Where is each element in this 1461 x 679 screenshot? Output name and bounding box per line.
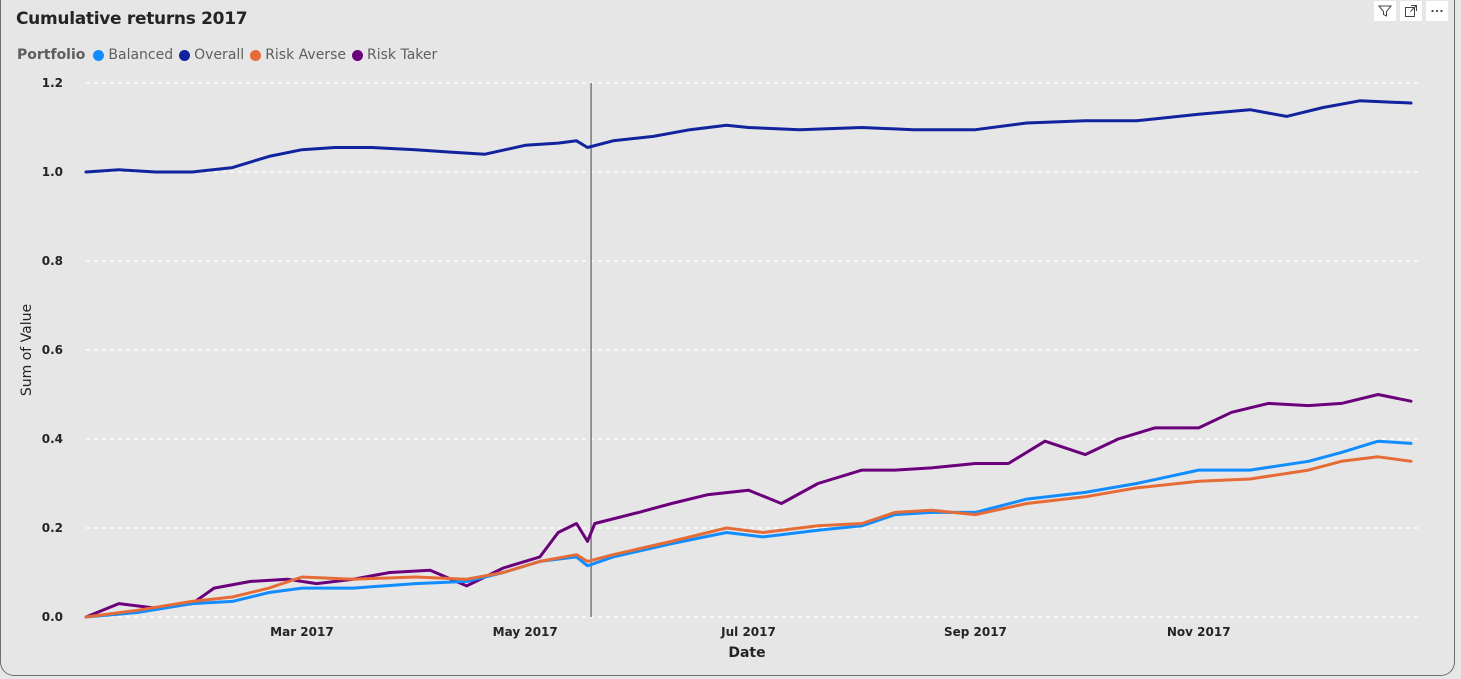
y-tick-label: 0.4 — [42, 432, 63, 446]
chart-title: Cumulative returns 2017 — [16, 9, 248, 29]
more-options-icon[interactable] — [1426, 1, 1448, 21]
series-lines[interactable] — [84, 99, 1413, 619]
y-tick-label: 0.0 — [42, 610, 63, 624]
series-line-balanced[interactable] — [84, 439, 1413, 619]
series-line-risk-taker[interactable] — [84, 393, 1413, 619]
legend-dot-overall — [179, 49, 191, 61]
y-tick-label: 0.2 — [42, 521, 63, 535]
legend-label-risk-averse: Risk Averse — [265, 47, 346, 63]
x-tick-label: Nov 2017 — [1167, 625, 1231, 639]
x-tick-label: Jul 2017 — [720, 625, 776, 639]
legend-dot-risk-taker — [351, 49, 363, 61]
series-line-risk-averse[interactable] — [84, 455, 1413, 619]
y-axis-title: Sum of Value — [19, 304, 35, 396]
series-line-overall[interactable] — [84, 99, 1413, 174]
chart-legend: Portfolio Balanced Overall Risk Averse R… — [17, 47, 443, 63]
legend-label-overall: Overall — [194, 47, 245, 63]
legend-dot-risk-averse — [250, 49, 262, 61]
legend-title: Portfolio — [17, 47, 86, 63]
legend-label-risk-taker: Risk Taker — [366, 47, 438, 63]
legend-item-risk-averse[interactable]: Risk Averse — [250, 47, 346, 63]
y-tick-label: 1.0 — [42, 165, 63, 179]
visual-header-icons — [1374, 1, 1448, 21]
legend-dot-balanced — [93, 49, 105, 61]
y-axis: 0.0 0.2 0.4 0.6 0.8 1.0 1.2 — [42, 76, 63, 624]
x-tick-label: Mar 2017 — [270, 625, 334, 639]
x-tick-label: Sep 2017 — [944, 625, 1007, 639]
focus-mode-icon[interactable] — [1400, 1, 1422, 21]
filter-icon[interactable] — [1374, 1, 1396, 21]
gridlines — [86, 82, 1421, 618]
legend-item-overall[interactable]: Overall — [179, 47, 244, 63]
x-axis-title: Date — [728, 645, 765, 661]
y-tick-label: 1.2 — [42, 76, 63, 90]
legend-label-balanced: Balanced — [108, 47, 174, 63]
y-tick-label: 0.8 — [42, 254, 63, 268]
x-axis: Mar 2017 May 2017 Jul 2017 Sep 2017 Nov 2017 — [270, 625, 1230, 639]
y-tick-label: 0.6 — [42, 343, 63, 357]
legend-item-balanced[interactable]: Balanced — [93, 47, 173, 63]
legend-item-risk-taker[interactable]: Risk Taker — [351, 47, 438, 63]
x-tick-label: May 2017 — [493, 625, 558, 639]
